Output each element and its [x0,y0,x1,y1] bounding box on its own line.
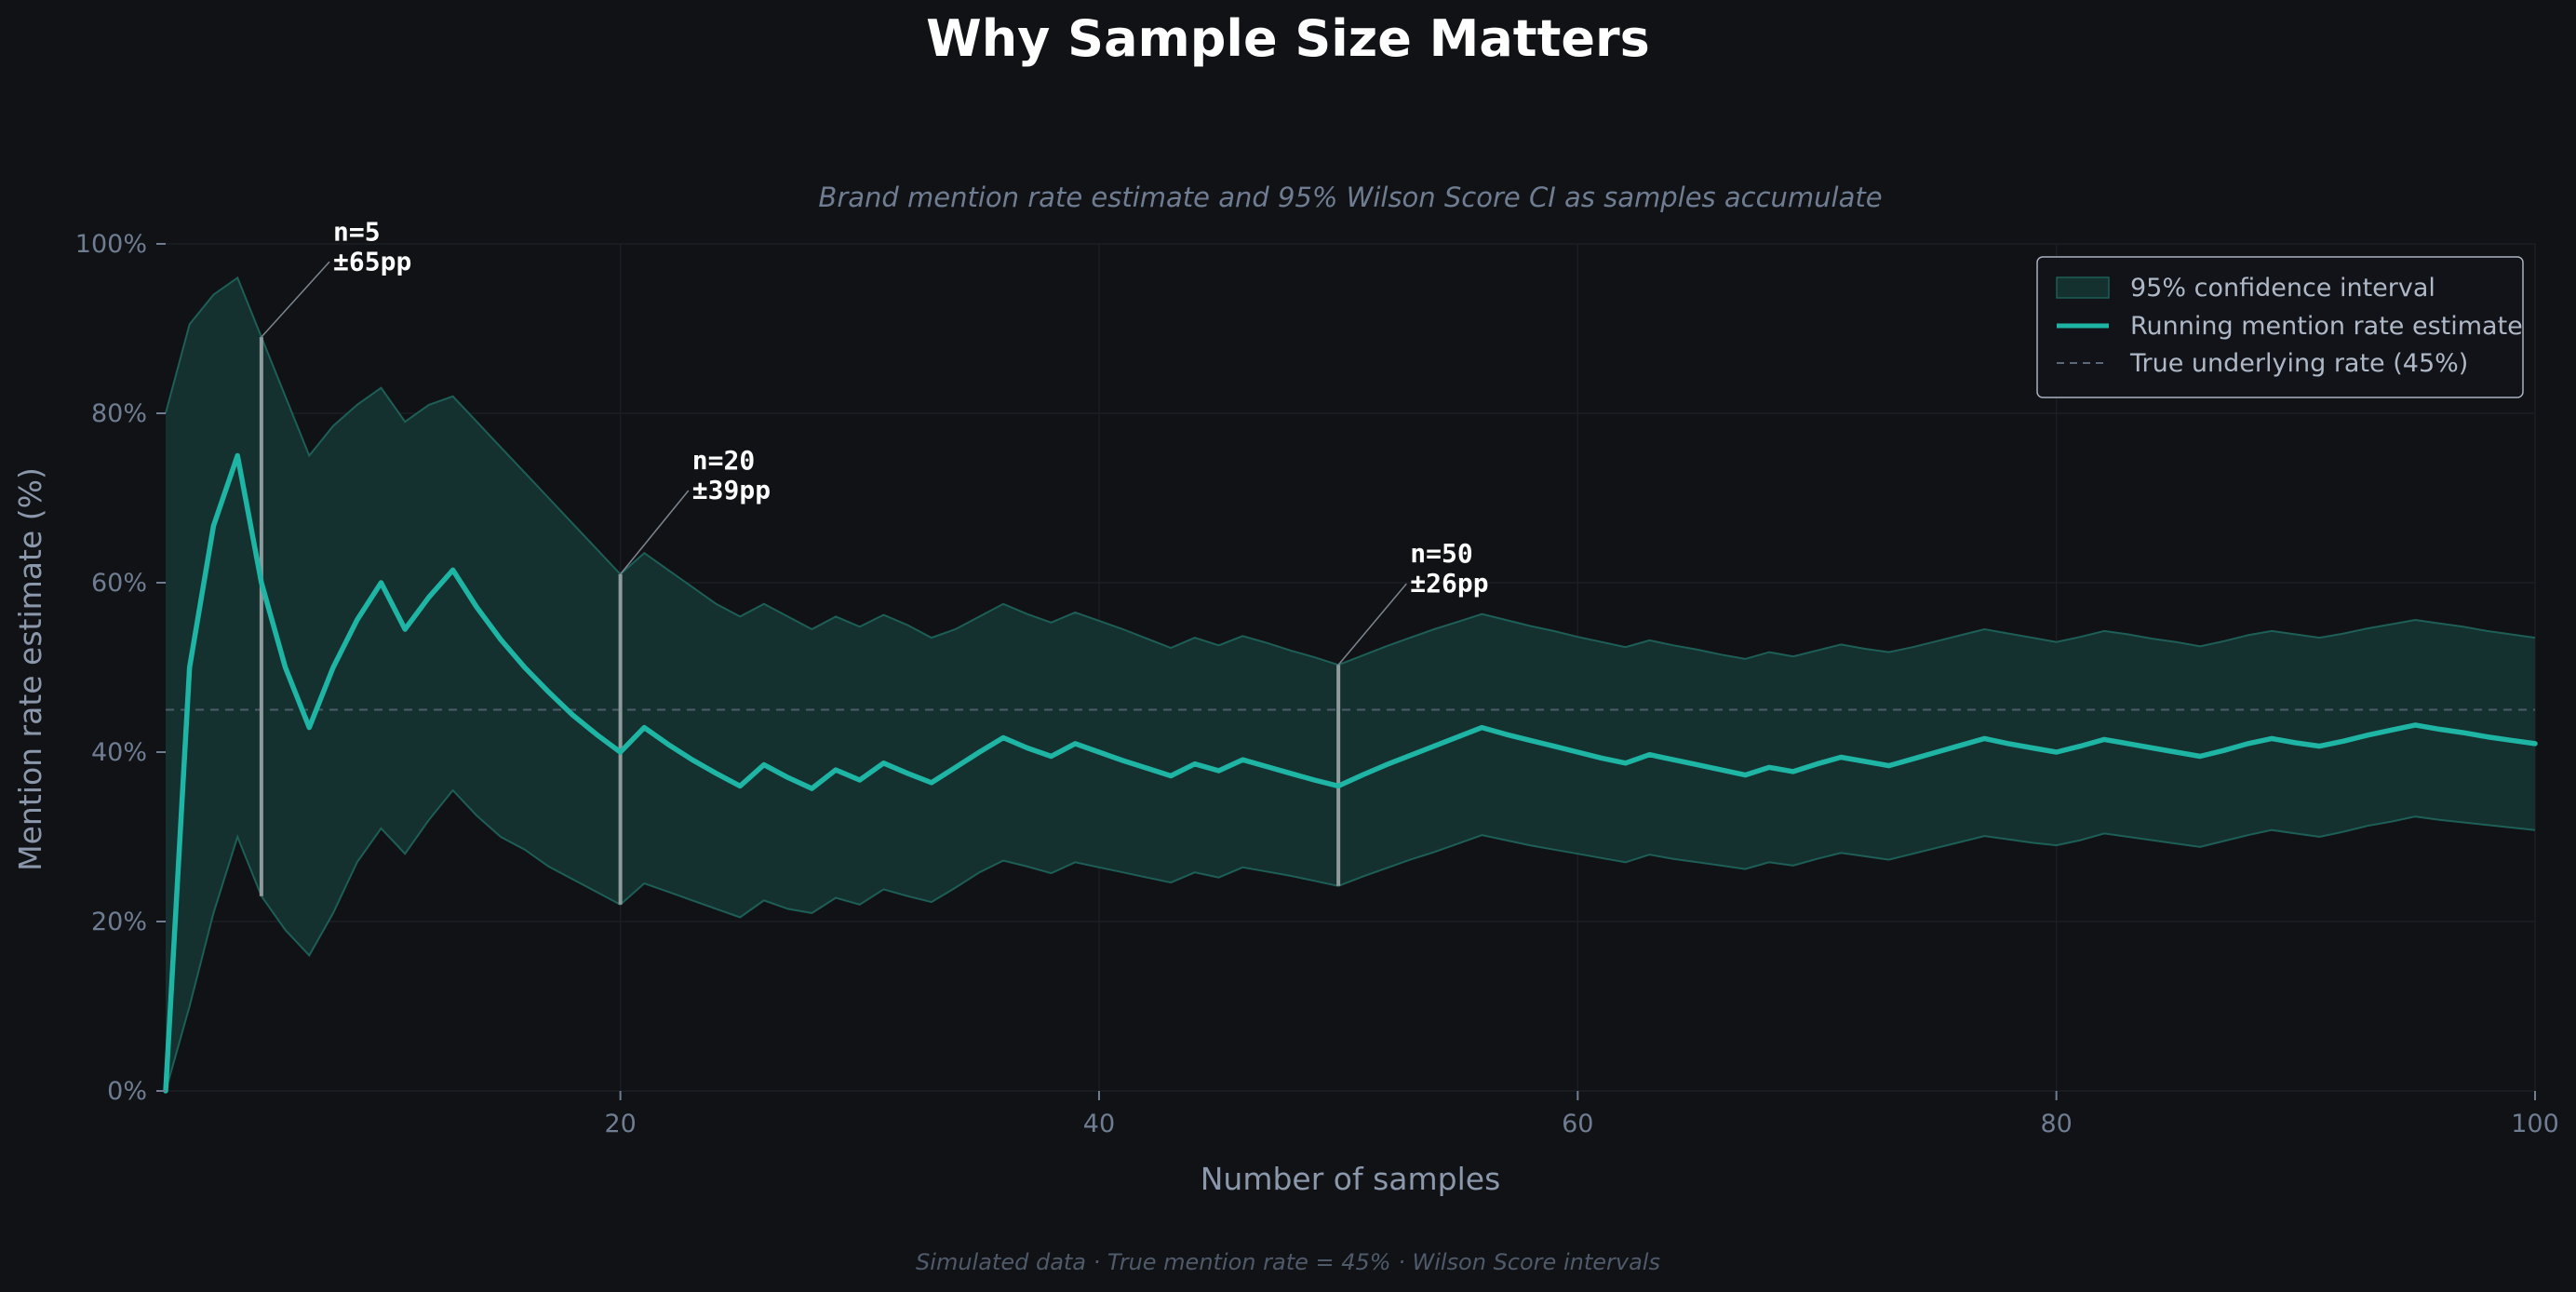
x-axis-label: Number of samples [1201,1161,1501,1197]
estimate-line-layer [163,452,2538,1094]
x-tick-label: 100 [2511,1110,2559,1138]
x-tick-label: 80 [2040,1110,2072,1138]
annotation-label-n50: n=50 [1410,538,1472,569]
estimate-line [163,452,2538,1094]
annotation-label-n5: n=5 [333,216,381,247]
annotation-margin-n5: ±65pp [333,246,411,276]
sample-size-markers [259,337,1341,905]
chart-title: Why Sample Size Matters [926,9,1650,68]
legend-box [2036,256,2524,398]
chart-footer: Simulated data · True mention rate = 45%… [916,1249,1660,1275]
x-tick-label: 40 [1083,1110,1115,1138]
legend-label-ci: 95% confidence interval [2130,274,2435,303]
legend-label-true-rate: True underlying rate (45%) [2129,349,2468,378]
y-tick-label: 40% [91,738,147,767]
legend-label-estimate: Running mention rate estimate [2130,312,2523,341]
legend-swatch-ci [2056,276,2110,299]
y-axis-label: Mention rate estimate (%) [12,467,48,871]
annotation-leader-n5 [261,261,330,338]
ci-lower-edge [165,788,2536,1092]
annotation-label-n20: n=20 [692,445,755,476]
annotation-leader-n20 [620,490,690,575]
x-tick-label: 60 [1562,1110,1593,1138]
y-tick-label: 60% [91,569,147,598]
y-tick-label: 100% [75,230,147,259]
annotation-margin-n50: ±26pp [1410,568,1488,599]
ci-band [166,277,2535,1091]
x-tick-label: 20 [604,1110,636,1138]
annotations: n=5±65pp n=20±39pp n=50±26pp [261,216,1489,666]
annotation-leader-n50 [1337,583,1407,666]
y-tick-label: 20% [91,908,147,936]
chart-subtitle: Brand mention rate estimate and 95% Wils… [818,182,1882,213]
confidence-interval-layer [165,276,2536,1092]
y-tick-label: 80% [91,399,147,428]
y-tick-label: 0% [107,1077,147,1106]
legend: 95% confidence interval Running mention … [2036,256,2524,398]
annotation-margin-n20: ±39pp [692,475,771,505]
ci-upper-edge [165,276,2536,666]
axis-ticks: 0% 20% 40% 60% 80% 100% 20 40 60 80 100 [75,230,2559,1138]
